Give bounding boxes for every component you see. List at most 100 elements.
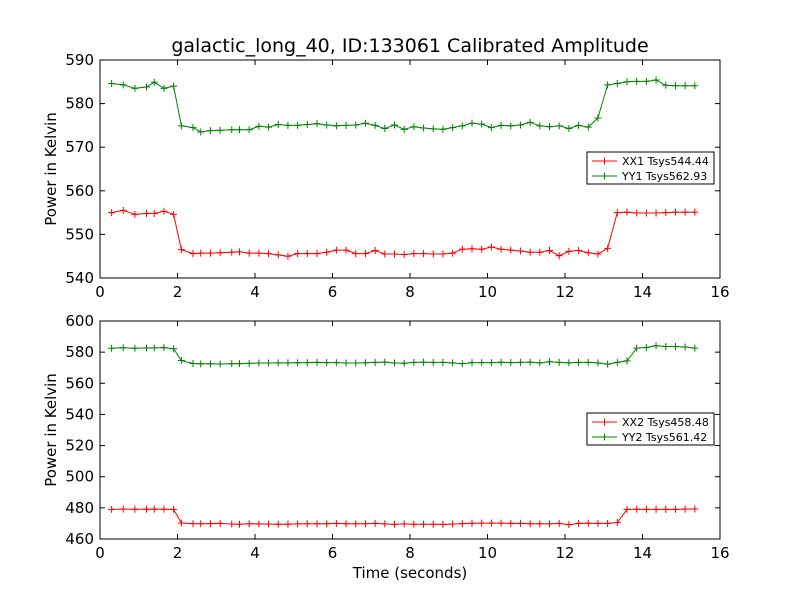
data-point-marker [681,505,689,513]
data-point-marker [400,520,408,528]
data-point-marker [584,519,592,527]
data-point-marker [255,122,263,130]
data-point-marker [160,84,168,92]
data-point-marker [255,520,263,528]
data-point-marker [206,249,214,257]
data-point-marker [497,358,505,366]
data-point-marker [371,519,379,527]
data-point-marker [108,505,116,513]
data-point-marker [189,520,197,528]
data-point-marker [662,505,670,513]
data-point-marker [575,247,583,255]
data-point-marker [131,84,139,92]
data-point-marker [575,358,583,366]
data-point-marker [671,343,679,351]
data-point-marker [526,118,534,126]
data-point-marker [594,519,602,527]
data-point-marker [420,250,428,258]
y-tick-label: 590 [65,51,94,69]
data-point-marker [206,360,214,368]
data-point-marker [143,505,150,513]
data-point-marker [265,520,273,528]
data-point-marker [228,126,236,134]
bottom-panel: 0 2 4 6 8 10 12 14 16 460 480 500 520 540 560 580 600 Pow… [42,312,730,582]
x-tick-label: 16 [710,283,729,301]
data-point-marker [342,246,350,254]
data-point-marker [303,520,311,528]
legend-marker [601,418,608,426]
data-point-marker [332,359,340,367]
x-tick-label: 0 [95,544,105,562]
data-point-marker [313,250,321,258]
data-point-marker [274,121,282,129]
data-point-marker [458,245,466,253]
data-point-marker [323,520,331,528]
data-point-marker [449,249,457,257]
data-point-marker [468,519,476,527]
data-point-marker [565,124,573,132]
data-point-marker [150,505,158,513]
data-point-marker [604,519,612,527]
data-point-marker [594,114,602,122]
data-point-marker [361,359,369,367]
data-point-marker [352,359,360,367]
data-point-marker [160,207,168,215]
data-point-marker [575,121,583,129]
data-point-marker [449,124,457,132]
data-point-marker [662,343,670,351]
legend-label: XX1 Tsys544.44 [622,155,709,168]
data-point-marker [160,505,168,513]
data-point-marker [468,359,476,367]
data-point-marker [216,519,224,527]
data-point-marker [197,360,205,368]
data-point-marker [594,250,602,258]
data-point-marker [352,250,360,258]
data-point-marker [623,357,631,365]
data-point-marker [652,76,660,84]
data-point-marker [361,520,369,528]
data-point-marker [381,124,389,132]
data-point-marker [497,519,505,527]
data-point-marker [546,247,553,255]
legend-marker [601,172,608,180]
data-point-marker [119,81,127,89]
data-point-marker [150,209,158,217]
data-point-marker [206,127,214,135]
data-point-marker [216,249,224,257]
y-tick-label: 460 [65,530,94,548]
x-axis-label: Time (seconds) [352,564,468,582]
data-point-marker [313,120,321,128]
data-point-marker [119,344,127,352]
data-point-marker [313,358,321,366]
data-point-marker [507,359,515,367]
legend-label: YY1 Tsys562.93 [621,170,707,183]
data-point-marker [575,519,583,527]
data-point-marker [197,128,205,136]
data-point-marker [642,505,650,513]
data-point-marker [546,520,553,528]
data-point-marker [681,82,689,90]
y-tick-label: 540 [65,269,94,287]
data-point-marker [274,520,282,528]
x-tick-label: 14 [633,544,652,562]
data-point-marker [555,358,563,366]
data-point-marker [274,251,282,259]
data-point-marker [420,358,428,366]
data-point-marker [487,519,495,527]
data-point-marker [143,209,150,217]
data-point-marker [177,519,185,527]
y-tick-label: 500 [65,468,94,486]
data-point-marker [604,81,612,89]
data-point-marker [265,359,273,367]
data-point-marker [294,121,302,129]
data-point-marker [236,248,243,256]
data-point-marker [170,505,178,513]
data-point-marker [313,520,321,528]
data-point-marker [303,121,311,129]
data-point-marker [255,249,263,257]
data-point-marker [236,520,243,528]
data-point-marker [216,126,224,134]
data-point-marker [361,119,369,127]
x-tick-label: 12 [555,283,574,301]
